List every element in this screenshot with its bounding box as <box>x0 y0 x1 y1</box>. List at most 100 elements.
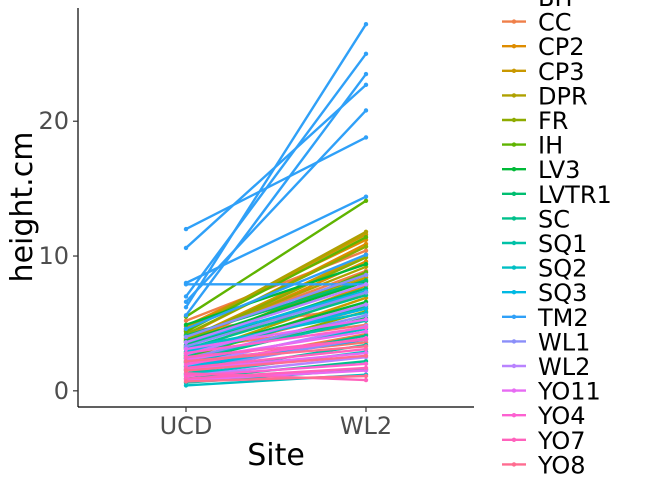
data-point <box>183 350 189 356</box>
data-point <box>183 299 189 305</box>
legend-label: CC <box>538 9 572 37</box>
data-point <box>183 245 189 251</box>
data-point <box>363 278 369 283</box>
data-point <box>363 302 369 307</box>
data-point <box>363 353 369 358</box>
data-point <box>363 71 369 77</box>
legend-key-point <box>511 93 517 98</box>
data-point <box>183 318 189 323</box>
data-point <box>183 354 189 360</box>
series-line <box>185 291 367 348</box>
data-point <box>183 346 189 352</box>
legend-label: YO4 <box>537 402 586 430</box>
legend-key-point <box>511 314 517 319</box>
legend-item-sq2: SQ2 <box>502 255 587 283</box>
series-line <box>185 314 367 360</box>
legend-label: IH <box>538 132 563 160</box>
series-line <box>185 293 367 351</box>
legend-item-wl1: WL1 <box>502 328 590 356</box>
legend-item-fr: FR <box>502 107 568 135</box>
series-line <box>185 347 367 370</box>
data-point <box>363 313 369 318</box>
legend-item-yo8: YO8 <box>502 451 586 479</box>
series-line <box>185 338 367 359</box>
data-point <box>363 252 369 257</box>
legend-item-cp3: CP3 <box>502 58 585 86</box>
legend-item-wl2: WL2 <box>502 353 590 381</box>
series-line <box>185 199 367 318</box>
data-point <box>363 317 369 322</box>
series-line <box>185 351 367 371</box>
legend-key-point <box>511 265 517 270</box>
legend-label: BH <box>538 0 573 12</box>
series-line <box>185 372 367 382</box>
legend-item-dpr: DPR <box>502 82 588 110</box>
y-tick-label: 20 <box>38 107 69 135</box>
legend-key-point <box>511 68 517 74</box>
legend-item-ih: IH <box>502 132 563 160</box>
series-line <box>185 369 367 382</box>
series-yo8 <box>183 344 369 384</box>
data-point <box>363 344 369 349</box>
legend-item-lv3: LV3 <box>502 156 580 184</box>
y-axis-title: height.cm <box>5 132 40 283</box>
series-line <box>185 136 367 231</box>
legend-key-point <box>511 363 517 369</box>
series-line <box>185 280 367 343</box>
series-line <box>185 73 367 317</box>
legend-label: SQ1 <box>538 230 587 258</box>
data-point <box>363 234 369 240</box>
data-point <box>183 383 189 388</box>
data-point <box>183 322 189 327</box>
data-point <box>363 337 369 342</box>
legend-item-yo4: YO4 <box>502 402 586 430</box>
legend-key-point <box>511 437 517 442</box>
x-tick-label: UCD <box>160 412 213 440</box>
data-point <box>183 294 189 299</box>
legend-key-point <box>511 339 517 344</box>
data-point <box>363 377 369 383</box>
series-yo7 <box>183 337 369 383</box>
series-line <box>185 366 367 380</box>
legend-item-cc: CC <box>502 9 572 37</box>
legend-key-point <box>511 19 517 24</box>
legend-key-point <box>511 240 517 246</box>
legend-label: WL2 <box>538 353 590 381</box>
legend-label: YO8 <box>537 451 586 479</box>
data-point <box>183 334 189 340</box>
legend-item-bh: BH <box>538 0 573 12</box>
data-point <box>363 329 369 334</box>
data-point <box>363 108 369 113</box>
series-line <box>185 273 367 339</box>
y-tick-label: 0 <box>54 377 69 405</box>
legend-key-point <box>511 216 517 221</box>
legend-key-point <box>511 44 517 49</box>
legend-label: SC <box>538 205 570 233</box>
legend-label: YO11 <box>537 378 601 406</box>
legend-item-yo11: YO11 <box>502 378 601 406</box>
legend-label: SQ2 <box>538 255 587 283</box>
legend-item-cp2: CP2 <box>502 33 585 61</box>
data-point <box>363 248 369 253</box>
series-line <box>185 253 367 330</box>
data-point <box>363 325 369 330</box>
series-line <box>185 354 367 372</box>
legend-item-sc: SC <box>502 205 570 233</box>
data-point <box>363 194 369 199</box>
x-axis-title: Site <box>247 438 305 473</box>
legend-item-sq3: SQ3 <box>502 279 587 307</box>
data-point <box>183 326 189 332</box>
data-point <box>363 282 369 287</box>
series-line <box>185 345 367 363</box>
data-point <box>363 373 369 379</box>
series-line <box>185 318 367 351</box>
data-point <box>183 282 189 287</box>
data-point <box>183 305 189 310</box>
series-line <box>185 245 367 336</box>
data-point <box>183 313 189 318</box>
data-point <box>363 135 369 140</box>
data-point <box>363 361 369 367</box>
data-point <box>363 272 369 278</box>
data-point <box>183 340 189 345</box>
legend-label: WL1 <box>538 328 590 356</box>
